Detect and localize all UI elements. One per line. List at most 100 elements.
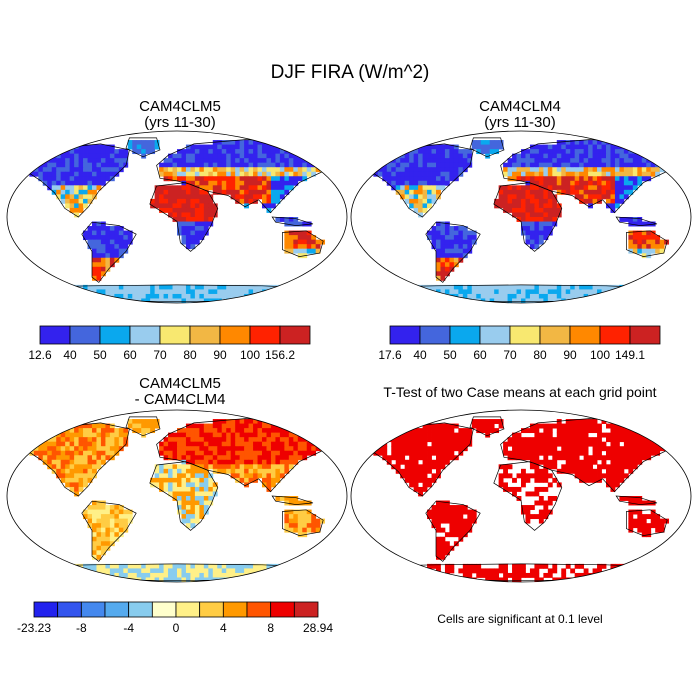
grid-cell xyxy=(623,459,629,465)
grid-cell xyxy=(208,500,214,506)
grid-cell xyxy=(498,284,504,290)
grid-cell xyxy=(226,450,232,456)
grid-cell xyxy=(105,441,111,447)
grid-cell xyxy=(208,284,214,290)
grid-cell xyxy=(436,527,441,533)
grid-cell xyxy=(190,441,196,447)
grid-cell xyxy=(574,563,580,569)
grid-cell xyxy=(302,577,308,582)
grid-cell xyxy=(431,563,437,569)
grid-cell xyxy=(38,293,44,299)
grid-cell xyxy=(637,167,643,173)
grid-cell xyxy=(368,298,374,303)
panel-2-title: CAM4CLM4 (yrs 11-30) xyxy=(380,99,660,131)
grid-cell xyxy=(583,194,589,200)
grid-cell xyxy=(208,180,214,186)
grid-cell xyxy=(659,298,665,303)
grid-cell xyxy=(462,253,468,259)
grid-cell xyxy=(391,577,397,582)
grid-cell xyxy=(185,505,191,510)
grid-cell xyxy=(217,441,223,447)
grid-cell xyxy=(177,500,182,506)
grid-cell xyxy=(185,563,191,569)
grid-cell xyxy=(51,464,57,470)
grid-cell xyxy=(293,459,299,465)
grid-cell xyxy=(83,464,88,470)
grid-cell xyxy=(449,432,455,438)
coastline-africa xyxy=(493,182,563,252)
grid-cell xyxy=(109,257,115,263)
grid-cell xyxy=(561,162,567,168)
grid-cell xyxy=(51,428,57,434)
grid-cell xyxy=(436,144,441,150)
grid-cell xyxy=(543,226,549,231)
grid-cell xyxy=(529,198,535,204)
grid-cell xyxy=(208,459,214,465)
grid-cell xyxy=(471,514,477,520)
grid-cell xyxy=(614,473,620,479)
grid-cell xyxy=(641,293,647,299)
grid-cell xyxy=(436,149,441,155)
grid-cell xyxy=(606,450,611,456)
grid-cell xyxy=(118,158,124,164)
grid-cell xyxy=(444,545,450,551)
grid-cell xyxy=(199,144,205,150)
grid-cell xyxy=(96,464,102,470)
grid-cell xyxy=(212,149,218,155)
grid-cell xyxy=(185,509,191,515)
grid-cell xyxy=(92,144,97,150)
grid-cell xyxy=(145,293,151,299)
grid-cell xyxy=(69,162,75,168)
grid-cell xyxy=(529,446,535,452)
grid-cell xyxy=(601,144,607,150)
grid-cell xyxy=(418,167,423,173)
grid-cell xyxy=(512,293,517,299)
grid-cell xyxy=(105,262,111,268)
grid-cell xyxy=(163,293,169,299)
grid-cell xyxy=(42,450,48,456)
grid-cell xyxy=(597,568,602,574)
grid-cell xyxy=(136,568,142,574)
grid-cell xyxy=(221,464,227,470)
grid-cell xyxy=(109,171,115,177)
grid-cell xyxy=(163,473,169,479)
grid-cell xyxy=(538,437,544,443)
grid-cell xyxy=(100,505,106,510)
grid-cell xyxy=(253,446,258,452)
grid-cell xyxy=(489,144,495,150)
grid-cell xyxy=(235,185,241,191)
grid-cell xyxy=(100,230,106,236)
grid-cell xyxy=(109,158,115,164)
grid-cell xyxy=(311,446,317,452)
grid-cell xyxy=(650,450,656,456)
grid-cell xyxy=(400,180,406,186)
grid-cell xyxy=(69,437,75,443)
grid-cell xyxy=(418,577,423,582)
grid-cell xyxy=(606,167,611,173)
grid-cell xyxy=(574,455,580,461)
grid-cell xyxy=(181,194,187,200)
grid-cell xyxy=(226,162,232,168)
grid-cell xyxy=(293,509,299,515)
grid-cell xyxy=(628,289,634,295)
grid-cell xyxy=(163,563,169,569)
grid-cell xyxy=(235,198,241,204)
grid-cell xyxy=(440,226,446,231)
grid-cell xyxy=(485,577,491,582)
grid-cell xyxy=(235,289,241,295)
grid-cell xyxy=(552,162,558,168)
grid-cell xyxy=(212,568,218,574)
grid-cell xyxy=(293,298,299,303)
grid-cell xyxy=(306,289,312,295)
grid-cell xyxy=(297,441,303,447)
grid-cell xyxy=(297,568,303,574)
grid-cell xyxy=(302,239,308,245)
grid-cell xyxy=(427,230,432,236)
grid-cell xyxy=(646,140,652,145)
grid-cell xyxy=(262,153,267,159)
grid-cell xyxy=(306,423,312,429)
grid-cell xyxy=(105,505,111,510)
grid-cell xyxy=(266,464,272,470)
grid-cell xyxy=(440,185,446,191)
grid-cell xyxy=(547,450,553,456)
